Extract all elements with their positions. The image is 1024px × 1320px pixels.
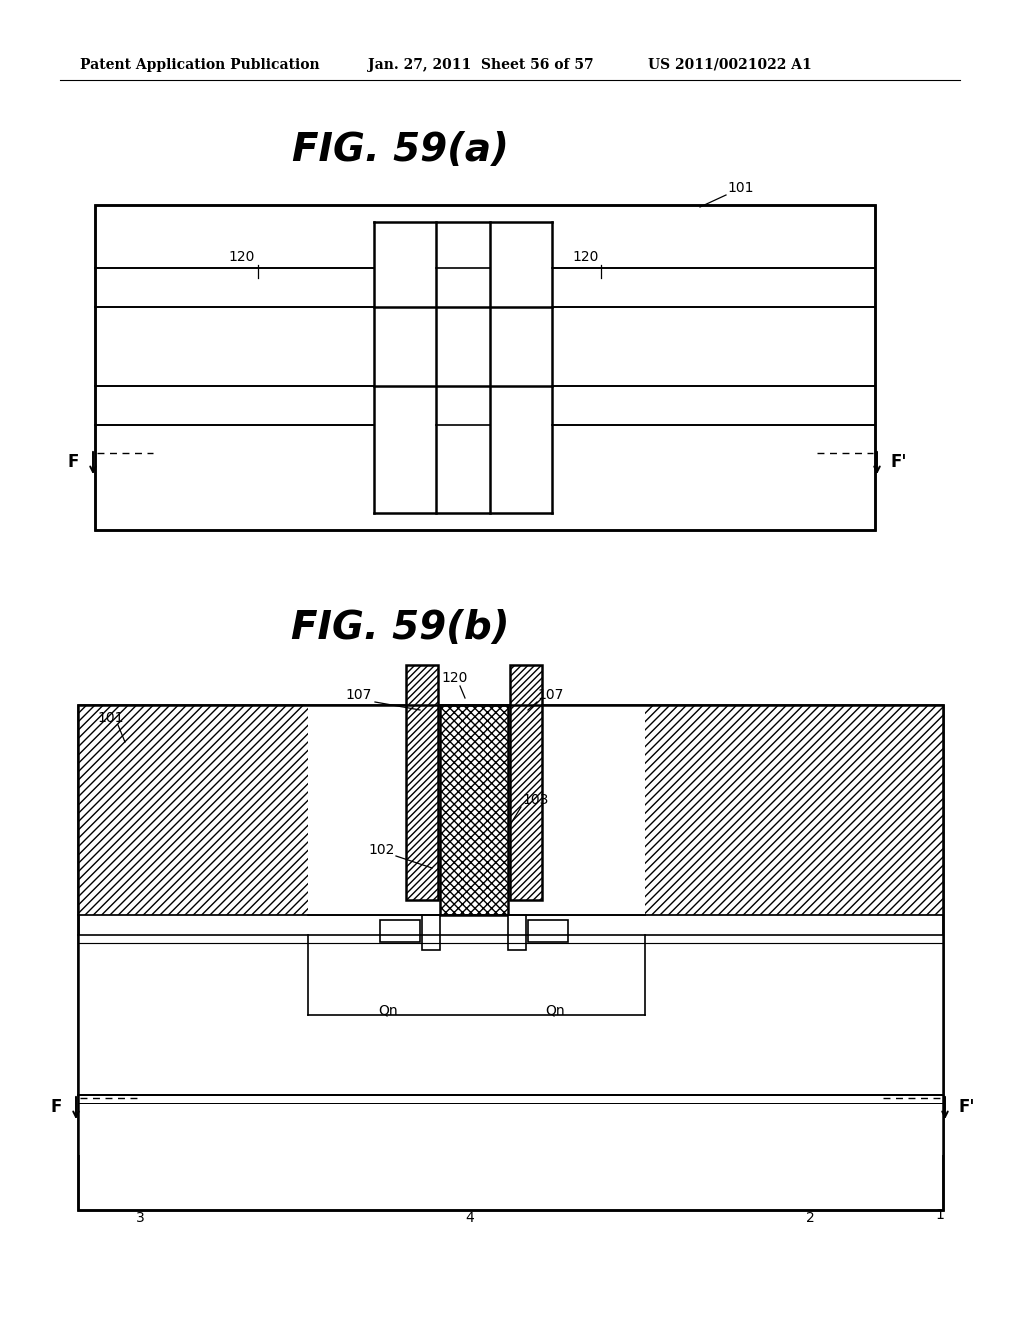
Bar <box>78 935 943 1096</box>
Bar <box>78 1096 943 1144</box>
Bar <box>95 205 874 531</box>
Bar <box>374 222 552 513</box>
Text: Qn: Qn <box>545 1003 565 1016</box>
Text: Patent Application Publication: Patent Application Publication <box>80 58 319 73</box>
Text: Qn: Qn <box>378 1003 397 1016</box>
Bar <box>95 205 874 531</box>
Bar <box>422 915 440 950</box>
Bar <box>528 920 568 942</box>
Text: FIG. 59(b): FIG. 59(b) <box>291 609 509 647</box>
Text: FIG. 59(a): FIG. 59(a) <box>292 131 509 169</box>
Text: 107: 107 <box>345 688 372 702</box>
Bar <box>510 665 542 900</box>
Text: 2: 2 <box>806 1210 814 1225</box>
Text: Jan. 27, 2011  Sheet 56 of 57: Jan. 27, 2011 Sheet 56 of 57 <box>368 58 594 73</box>
Text: 101: 101 <box>97 711 124 725</box>
Bar <box>440 705 508 915</box>
Bar <box>78 1144 943 1155</box>
Bar <box>308 935 645 1144</box>
Bar <box>508 915 526 950</box>
Text: F': F' <box>891 453 907 471</box>
Text: 120: 120 <box>572 249 598 264</box>
Text: 107: 107 <box>537 688 563 702</box>
Text: F: F <box>68 453 79 471</box>
Bar <box>78 705 943 915</box>
Bar <box>78 705 943 1210</box>
Text: 3: 3 <box>135 1210 144 1225</box>
Bar <box>78 705 943 1210</box>
Text: F: F <box>50 1098 62 1115</box>
Text: 4: 4 <box>466 1210 474 1225</box>
Bar <box>406 665 438 900</box>
Bar <box>308 705 645 915</box>
Text: US 2011/0021022 A1: US 2011/0021022 A1 <box>648 58 812 73</box>
Text: F': F' <box>959 1098 976 1115</box>
Text: 120: 120 <box>228 249 254 264</box>
Bar <box>308 1015 645 1096</box>
Text: 1: 1 <box>936 1208 944 1222</box>
Text: 120: 120 <box>441 671 468 685</box>
Text: 103: 103 <box>522 793 549 807</box>
Bar <box>380 920 420 942</box>
Text: 101: 101 <box>727 181 754 195</box>
Text: 102: 102 <box>369 843 395 857</box>
